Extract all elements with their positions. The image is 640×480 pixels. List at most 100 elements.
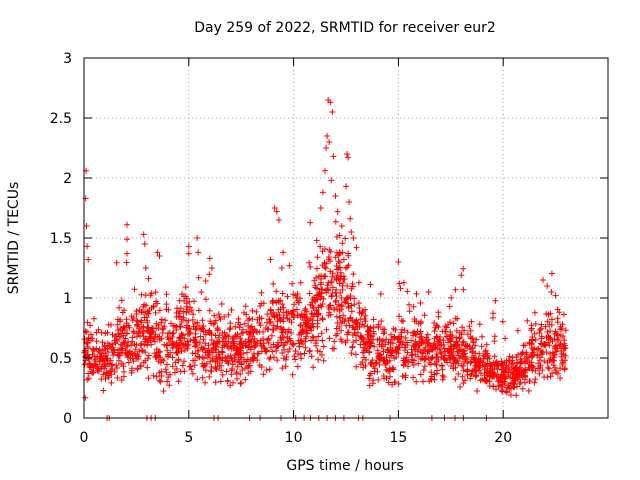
data-point [519,385,526,392]
data-point [238,354,245,361]
data-point [162,317,169,324]
data-point [148,290,155,297]
data-point [344,329,351,336]
data-point [454,348,461,355]
data-point [447,329,454,335]
x-tick-label: 20 [494,430,512,446]
data-point [522,342,529,349]
data-point [467,327,474,334]
data-point [186,330,193,337]
data-point [513,392,520,399]
data-point [469,348,476,355]
data-point [545,364,551,371]
data-point [556,343,563,349]
data-point [509,360,516,367]
data-point [338,223,345,229]
y-axis-label: SRMTID / TECUs [6,182,22,295]
data-point [348,308,355,315]
data-point [491,353,498,360]
data-point [190,311,197,318]
data-point [202,379,209,386]
data-point [325,287,331,294]
data-point [217,316,224,322]
data-point [355,279,362,286]
data-point [507,392,514,398]
data-point [137,342,144,349]
data-point [170,323,177,330]
data-point [303,319,310,326]
data-point [325,312,332,319]
data-point [260,329,266,335]
data-point [153,354,160,361]
data-point [334,208,341,215]
data-point [225,345,232,351]
data-point [513,354,520,360]
data-point [450,355,457,361]
data-point [156,253,163,259]
data-point [199,354,206,361]
data-point [310,364,317,371]
data-point [129,355,136,362]
data-point [330,153,337,160]
data-point [547,350,554,357]
data-point [411,329,418,335]
data-point [420,378,426,385]
data-point [385,368,392,374]
data-point [345,154,352,161]
data-point [122,326,128,333]
data-point [369,357,376,364]
data-point [152,338,158,345]
data-point [437,336,443,343]
data-point [237,341,243,348]
data-point [347,314,354,321]
data-point [548,289,555,295]
data-point [196,323,202,330]
data-point [146,330,153,337]
data-point [491,362,498,369]
data-point [413,378,420,385]
data-point [283,312,290,319]
data-point [366,328,373,335]
data-point [243,311,250,318]
data-point [346,199,353,205]
data-point [93,338,100,345]
data-point [101,343,108,350]
data-point [156,377,163,384]
data-point [128,367,135,374]
data-point [145,375,152,382]
data-point [353,337,360,344]
data-point [178,340,185,347]
data-point [115,357,122,364]
data-point [319,286,326,293]
data-point [308,299,315,306]
data-point [273,208,280,215]
data-point [320,343,327,350]
data-point [182,284,189,291]
data-point [402,374,409,381]
data-point [446,303,453,310]
data-point [342,265,349,272]
data-point [536,370,543,377]
data-point [450,350,456,357]
data-point [322,167,328,174]
data-point [122,347,129,354]
data-point [347,215,354,222]
data-point [153,346,160,353]
data-point [409,359,416,366]
data-point [243,358,250,365]
data-point [466,323,473,330]
data-point [286,262,293,269]
data-point [219,371,226,378]
data-point [192,330,199,337]
data-point [490,383,497,390]
data-point [95,326,102,333]
data-point [332,218,339,225]
data-point [353,244,360,251]
data-point [526,378,533,384]
data-point [83,329,90,335]
data-point [138,291,145,298]
data-point [113,362,120,369]
data-point [429,346,435,353]
data-point [293,306,300,313]
data-point [293,294,300,301]
